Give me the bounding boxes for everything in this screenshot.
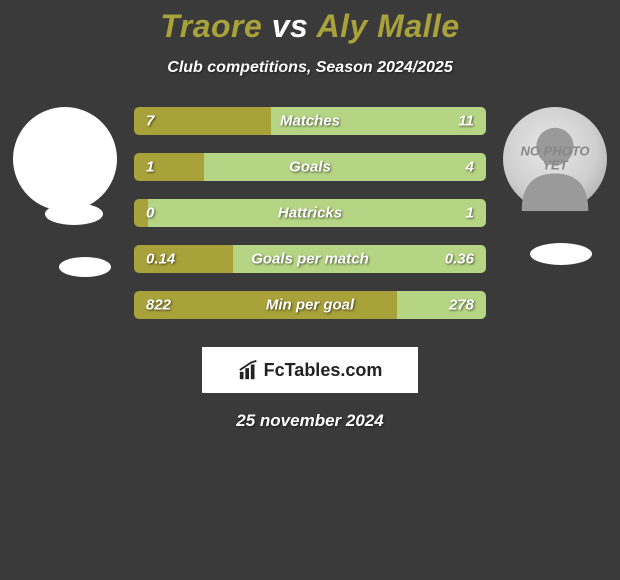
stat-value-left: 1 bbox=[146, 159, 154, 176]
player1-avatar bbox=[13, 107, 117, 211]
stat-value-left: 0.14 bbox=[146, 251, 175, 268]
stat-row: 1 4 Goals bbox=[134, 153, 486, 181]
stat-value-left: 822 bbox=[146, 297, 171, 314]
player1-column bbox=[6, 107, 124, 277]
player2-flag bbox=[530, 243, 592, 265]
comparison-card: Traore vs Aly Malle Club competitions, S… bbox=[0, 0, 620, 431]
player1-flag-2 bbox=[59, 257, 111, 277]
stats-bars: 7 11 Matches 1 4 Goals 0 1 Hattricks 0.14 0.36 Goal… bbox=[124, 107, 496, 337]
stat-label: Min per goal bbox=[266, 297, 354, 314]
brand-text: FcTables.com bbox=[264, 360, 383, 381]
brand-chart-icon bbox=[238, 359, 260, 381]
stat-label: Hattricks bbox=[278, 205, 342, 222]
bar-left bbox=[134, 107, 271, 135]
no-photo-label: NO PHOTO YET bbox=[513, 145, 596, 174]
bar-left bbox=[134, 153, 204, 181]
stat-value-right: 1 bbox=[466, 205, 474, 222]
player2-avatar: NO PHOTO YET bbox=[503, 107, 607, 211]
stat-row: 7 11 Matches bbox=[134, 107, 486, 135]
brand-badge[interactable]: FcTables.com bbox=[202, 347, 418, 393]
stat-label: Matches bbox=[280, 113, 340, 130]
stat-row: 0.14 0.36 Goals per match bbox=[134, 245, 486, 273]
stat-value-right: 4 bbox=[466, 159, 474, 176]
stat-label: Goals bbox=[289, 159, 331, 176]
stat-label: Goals per match bbox=[251, 251, 369, 268]
date-label: 25 november 2024 bbox=[0, 411, 620, 431]
stat-value-right: 278 bbox=[449, 297, 474, 314]
stat-value-right: 0.36 bbox=[445, 251, 474, 268]
vs-separator: vs bbox=[272, 8, 309, 44]
stat-row: 0 1 Hattricks bbox=[134, 199, 486, 227]
page-title: Traore vs Aly Malle bbox=[0, 8, 620, 45]
player2-column: NO PHOTO YET bbox=[496, 107, 614, 265]
stat-value-right: 11 bbox=[458, 113, 474, 130]
player2-name: Aly Malle bbox=[316, 8, 459, 44]
stat-value-left: 0 bbox=[146, 205, 154, 222]
stat-value-left: 7 bbox=[146, 113, 154, 130]
bar-right bbox=[204, 153, 486, 181]
player1-name: Traore bbox=[160, 8, 262, 44]
main-row: 7 11 Matches 1 4 Goals 0 1 Hattricks 0.14 0.36 Goal… bbox=[0, 107, 620, 337]
stat-row: 822 278 Min per goal bbox=[134, 291, 486, 319]
subtitle: Club competitions, Season 2024/2025 bbox=[0, 59, 620, 77]
